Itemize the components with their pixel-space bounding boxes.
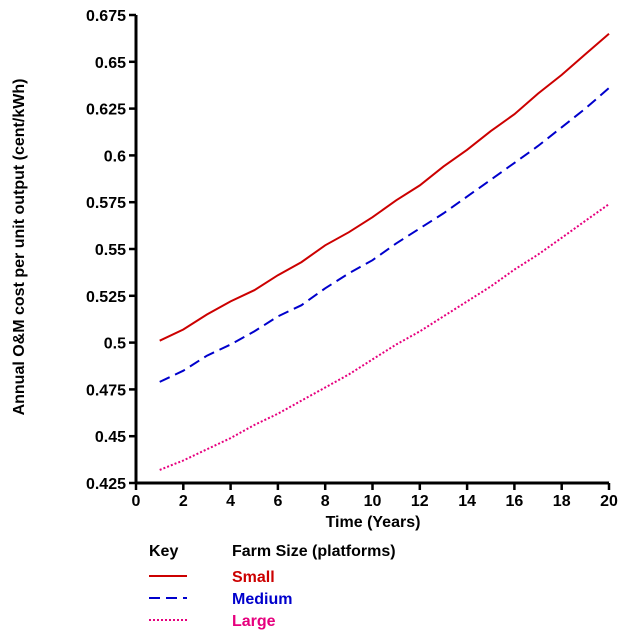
- y-tick-label: 0.475: [86, 382, 126, 399]
- x-tick-label: 16: [506, 493, 524, 510]
- series-line-medium: [159, 87, 610, 383]
- y-tick-label: 0.575: [86, 195, 126, 212]
- y-tick-label: 0.55: [95, 242, 126, 259]
- y-tick-label: 0.45: [95, 429, 126, 446]
- series-line-small: [159, 32, 610, 342]
- legend-label-large: Large: [232, 613, 276, 630]
- x-tick-label: 12: [411, 493, 429, 510]
- x-tick-label: 10: [364, 493, 382, 510]
- x-tick-label: 8: [321, 493, 330, 510]
- y-tick-label: 0.425: [86, 476, 126, 493]
- y-tick-label: 0.625: [86, 102, 126, 119]
- legend-label-medium: Medium: [232, 591, 292, 608]
- x-ticks: 0 2 4 6 8 10 12 14 16 18 20: [132, 483, 618, 510]
- x-tick-label: 20: [600, 493, 618, 510]
- series-lines: [159, 32, 610, 471]
- y-tick-label: 0.525: [86, 289, 126, 306]
- y-tick-label: 0.6: [104, 148, 126, 165]
- y-tick-label: 0.5: [104, 336, 126, 353]
- legend-label-small: Small: [232, 569, 275, 586]
- legend-entries: Small Medium Large: [149, 569, 292, 630]
- plot-area: 0 2 4 6 8 10 12 14 16 18 20 0.425 0.45 0.475 0.5 0.525…: [86, 8, 618, 510]
- legend-key-label: Key: [149, 543, 178, 560]
- x-tick-label: 0: [132, 493, 141, 510]
- legend: Key Farm Size (platforms) Small Medium Lar…: [149, 543, 396, 630]
- x-tick-label: 4: [226, 493, 235, 510]
- x-tick-label: 2: [179, 493, 188, 510]
- series-line-large: [159, 203, 610, 471]
- y-tick-label: 0.675: [86, 8, 126, 25]
- x-axis-title: Time (Years): [326, 514, 421, 531]
- x-tick-label: 14: [458, 493, 476, 510]
- x-tick-label: 18: [553, 493, 571, 510]
- y-axis-title: Annual O&M cost per unit output (cent/kW…: [11, 79, 28, 416]
- y-tick-label: 0.65: [95, 55, 126, 72]
- y-ticks: 0.425 0.45 0.475 0.5 0.525 0.55 0.575 0.6 0.625 0…: [86, 8, 136, 493]
- legend-heading: Farm Size (platforms): [232, 543, 396, 560]
- x-tick-label: 6: [273, 493, 282, 510]
